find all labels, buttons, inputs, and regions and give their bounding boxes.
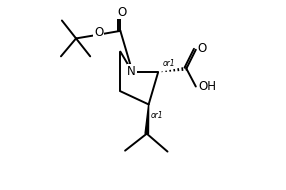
Polygon shape: [145, 105, 149, 134]
Text: O: O: [197, 42, 206, 55]
Text: or1: or1: [163, 59, 175, 68]
Text: N: N: [127, 65, 136, 78]
Text: or1: or1: [150, 111, 163, 120]
Text: O: O: [94, 26, 103, 39]
Text: O: O: [117, 6, 126, 18]
Text: OH: OH: [199, 80, 217, 93]
